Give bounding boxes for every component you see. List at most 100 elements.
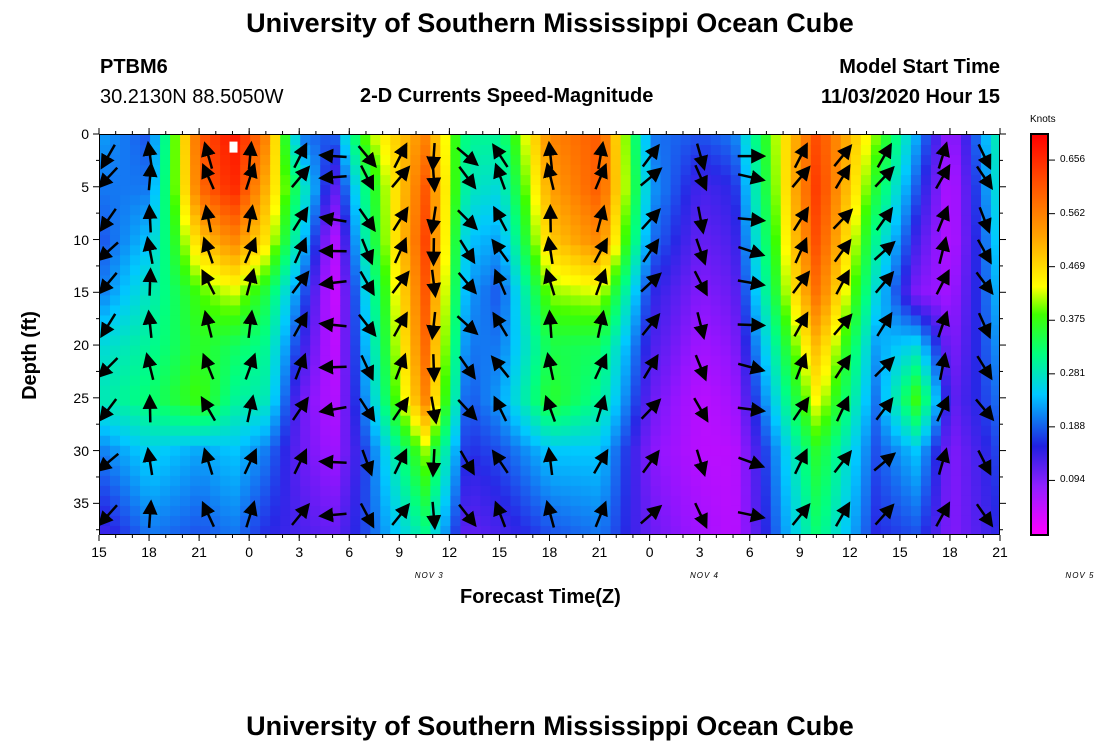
heatmap-cell [810,485,822,497]
heatmap-cell [240,445,251,457]
heatmap-cell [940,195,952,206]
heatmap-cell [310,185,321,196]
heatmap-cell [690,225,702,236]
heatmap-cell [420,505,431,517]
heatmap-cell [770,445,782,457]
heatmap-cell [670,195,682,206]
heatmap-cell [550,185,562,196]
heatmap-cell [350,505,361,517]
heatmap-cell [260,505,271,517]
heatmap-svg [100,135,999,534]
heatmap-cell [660,485,672,497]
heatmap-cell [480,365,492,377]
heatmap-cell [760,185,772,196]
heatmap-cell [860,355,872,367]
heatmap-cell [340,175,351,186]
heatmap-cell [460,525,472,534]
heatmap-cell [580,435,592,447]
heatmap-cell [950,275,962,286]
heatmap-cell [450,475,461,487]
heatmap-cell [620,465,632,477]
heatmap-cell [350,485,361,497]
heatmap-cell [210,335,221,347]
heatmap-cell [680,395,692,407]
heatmap-cell [520,425,532,437]
heatmap-cell [420,425,431,437]
heatmap-cell [540,465,552,477]
heatmap-cell [180,355,191,367]
heatmap-cell [240,495,251,507]
heatmap-cell [870,355,882,367]
heatmap-cell [770,395,782,407]
heatmap-cell [910,295,922,307]
heatmap-cell [330,195,341,206]
heatmap-cell [140,325,151,337]
heatmap-cell [960,205,972,216]
heatmap-cell [610,165,622,176]
heatmap-cell [180,135,191,146]
heatmap-cell [920,155,932,166]
heatmap-cell [210,145,221,156]
heatmap-cell [480,235,492,246]
heatmap-cell [890,415,902,427]
heatmap-cell [530,315,542,327]
heatmap-cell [970,295,982,307]
heatmap-cell [790,185,802,196]
heatmap-cell [530,195,542,206]
heatmap-cell [740,495,752,507]
page-title: University of Southern Mississippi Ocean… [246,8,854,38]
current-vector-arrow [491,238,510,263]
current-vector-arrow [100,452,120,473]
heatmap-cell [120,185,131,196]
heatmap-cell [760,285,772,297]
heatmap-cell [950,515,962,527]
heatmap-cell [720,385,732,397]
heatmap-cell [810,285,822,297]
current-vector-arrow [975,165,993,191]
heatmap-cell [980,445,992,457]
heatmap-cell [470,265,482,276]
heatmap-cell [650,225,662,236]
heatmap-cell [210,295,221,307]
heatmap-cell [160,255,171,266]
current-vector-arrow [456,146,479,167]
heatmap-cell [110,515,121,527]
heatmap-cell [140,425,151,437]
heatmap-cell [570,205,582,216]
current-vector-arrow [593,448,609,475]
heatmap-cell [550,465,562,477]
heatmap-cell [670,395,682,407]
heatmap-cell [430,395,441,407]
heatmap-cell [320,395,331,407]
heatmap-cell [890,525,902,534]
heatmap-cell [910,495,922,507]
heatmap-cell [930,475,942,487]
heatmap-cell [360,475,371,487]
heatmap-cell [850,525,862,534]
heatmap-cell [330,155,341,166]
heatmap-cell [450,355,461,367]
heatmap-cell [900,325,912,337]
heatmap-cell [710,465,722,477]
heatmap-cell [380,255,391,266]
heatmap-cell [920,495,932,507]
heatmap-cell [530,295,542,307]
y-tick-label: 20 [73,337,89,354]
heatmap-cell [540,475,552,487]
heatmap-cell [120,155,131,166]
heatmap-cell [870,345,882,357]
heatmap-cell [920,265,932,276]
heatmap-cell [510,515,522,527]
current-vector-arrow [641,449,660,474]
heatmap-cell [290,525,301,534]
heatmap-cell [320,185,331,196]
heatmap-cell [900,395,912,407]
heatmap-cell [260,185,271,196]
heatmap-cell [730,395,742,407]
heatmap-cell [310,295,321,307]
heatmap-cell [380,315,391,327]
heatmap-cell [850,255,862,266]
current-vector-arrow [640,207,661,230]
heatmap-cell [520,415,532,427]
heatmap-cell [990,145,999,156]
